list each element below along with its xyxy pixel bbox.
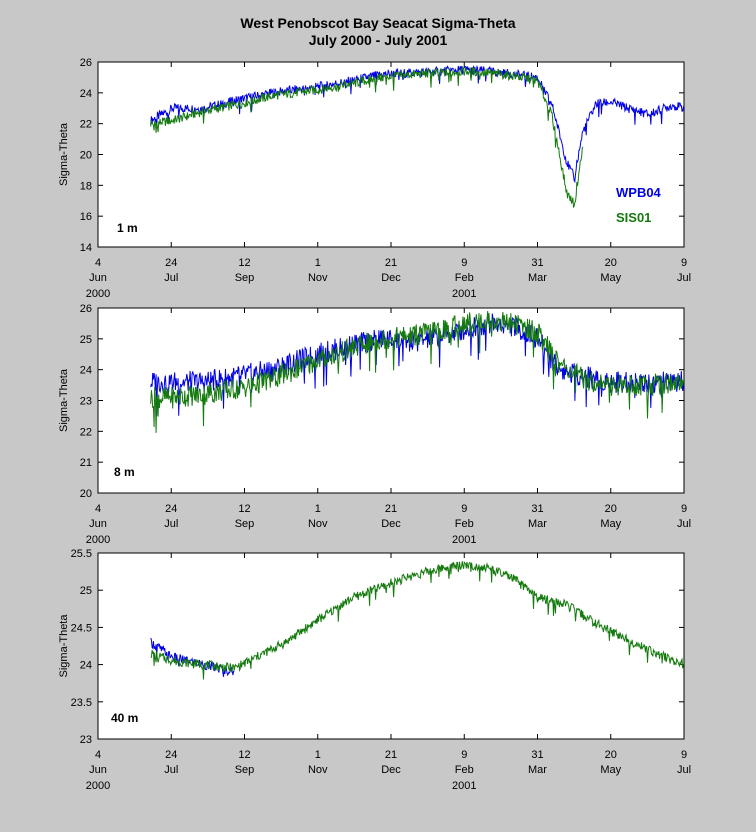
y-axis-label: Sigma-Theta: [58, 614, 70, 678]
x-tick-day: 12: [238, 257, 250, 269]
x-tick-month: Sep: [235, 764, 255, 776]
x-tick-month: Jun: [89, 272, 107, 284]
x-tick-day: 4: [95, 257, 101, 269]
y-tick-label: 16: [80, 211, 92, 223]
x-tick-month: Sep: [235, 518, 255, 530]
x-tick-day: 12: [238, 749, 250, 761]
x-tick-month: Nov: [308, 272, 328, 284]
y-tick-label: 22: [80, 119, 92, 131]
y-tick-label: 21: [80, 457, 92, 469]
x-tick-day: 9: [681, 257, 687, 269]
x-tick-month: Jul: [164, 764, 178, 776]
y-tick-label: 22: [80, 426, 92, 438]
x-tick-day: 9: [461, 503, 467, 515]
y-tick-label: 23.5: [71, 697, 92, 709]
x-tick-month: Feb: [455, 272, 474, 284]
y-tick-label: 23: [80, 734, 92, 746]
legend-entry-sis01: SIS01: [616, 210, 651, 225]
y-tick-label: 14: [80, 242, 92, 254]
y-axis-label: Sigma-Theta: [58, 368, 70, 432]
x-tick-year: 2000: [86, 534, 110, 546]
series-line-sis01: [150, 560, 684, 680]
x-tick-month: Jun: [89, 518, 107, 530]
x-tick-month: Jul: [164, 518, 178, 530]
x-tick-month: Nov: [308, 764, 328, 776]
x-tick-month: Jul: [677, 764, 691, 776]
x-tick-day: 24: [165, 749, 177, 761]
x-tick-day: 31: [531, 503, 543, 515]
x-tick-day: 21: [385, 749, 397, 761]
x-tick-year: 2001: [452, 780, 476, 792]
depth-label: 1 m: [117, 221, 138, 235]
x-tick-day: 21: [385, 503, 397, 515]
y-tick-label: 24: [80, 88, 92, 100]
y-axis-label: Sigma-Theta: [58, 122, 70, 186]
x-tick-month: Jul: [164, 272, 178, 284]
plot-area-0: [97, 61, 685, 248]
x-tick-day: 31: [531, 257, 543, 269]
x-tick-month: Feb: [455, 518, 474, 530]
x-tick-day: 1: [315, 503, 321, 515]
x-tick-month: May: [600, 764, 621, 776]
x-tick-month: May: [600, 518, 621, 530]
x-tick-day: 24: [165, 503, 177, 515]
y-tick-label: 18: [80, 180, 92, 192]
x-tick-day: 20: [605, 749, 617, 761]
x-tick-month: Jun: [89, 764, 107, 776]
legend-entry-wpb04: WPB04: [616, 185, 662, 200]
y-tick-label: 20: [80, 150, 92, 162]
x-tick-month: Mar: [528, 764, 547, 776]
x-tick-month: Nov: [308, 518, 328, 530]
depth-label: 40 m: [111, 711, 138, 725]
x-tick-day: 24: [165, 257, 177, 269]
series-line-sis01: [150, 65, 584, 209]
x-tick-month: Feb: [455, 764, 474, 776]
x-tick-day: 4: [95, 749, 101, 761]
y-tick-label: 25: [80, 585, 92, 597]
x-tick-day: 20: [605, 257, 617, 269]
chart-title-line1: West Penobscot Bay Seacat Sigma-Theta: [240, 15, 516, 31]
y-tick-label: 23: [80, 396, 92, 408]
x-tick-day: 1: [315, 257, 321, 269]
x-tick-month: Jul: [677, 518, 691, 530]
x-tick-month: Jul: [677, 272, 691, 284]
x-tick-day: 9: [461, 749, 467, 761]
series-line-sis01: [150, 310, 684, 433]
x-tick-day: 31: [531, 749, 543, 761]
x-tick-month: Dec: [381, 764, 401, 776]
x-tick-day: 9: [681, 503, 687, 515]
y-tick-label: 24: [80, 365, 92, 377]
x-tick-month: Mar: [528, 518, 547, 530]
y-tick-label: 24.5: [71, 622, 92, 634]
x-tick-month: Dec: [381, 272, 401, 284]
x-tick-year: 2001: [452, 534, 476, 546]
x-tick-day: 4: [95, 503, 101, 515]
y-tick-label: 25: [80, 334, 92, 346]
x-tick-day: 12: [238, 503, 250, 515]
x-tick-day: 20: [605, 503, 617, 515]
x-tick-month: Mar: [528, 272, 547, 284]
depth-label: 8 m: [114, 465, 135, 479]
x-tick-day: 9: [681, 749, 687, 761]
y-tick-label: 24: [80, 660, 92, 672]
chart-title-line2: July 2000 - July 2001: [308, 32, 448, 48]
x-tick-year: 2000: [86, 288, 110, 300]
x-tick-day: 1: [315, 749, 321, 761]
x-tick-month: Sep: [235, 272, 255, 284]
x-tick-day: 21: [385, 257, 397, 269]
x-tick-day: 9: [461, 257, 467, 269]
series-line-wpb04: [150, 64, 684, 184]
y-tick-label: 25.5: [71, 548, 92, 560]
y-tick-label: 20: [80, 488, 92, 500]
x-tick-month: Dec: [381, 518, 401, 530]
x-tick-year: 2001: [452, 288, 476, 300]
x-tick-month: May: [600, 272, 621, 284]
y-tick-label: 26: [80, 57, 92, 69]
y-tick-label: 26: [80, 303, 92, 315]
x-tick-year: 2000: [86, 780, 110, 792]
